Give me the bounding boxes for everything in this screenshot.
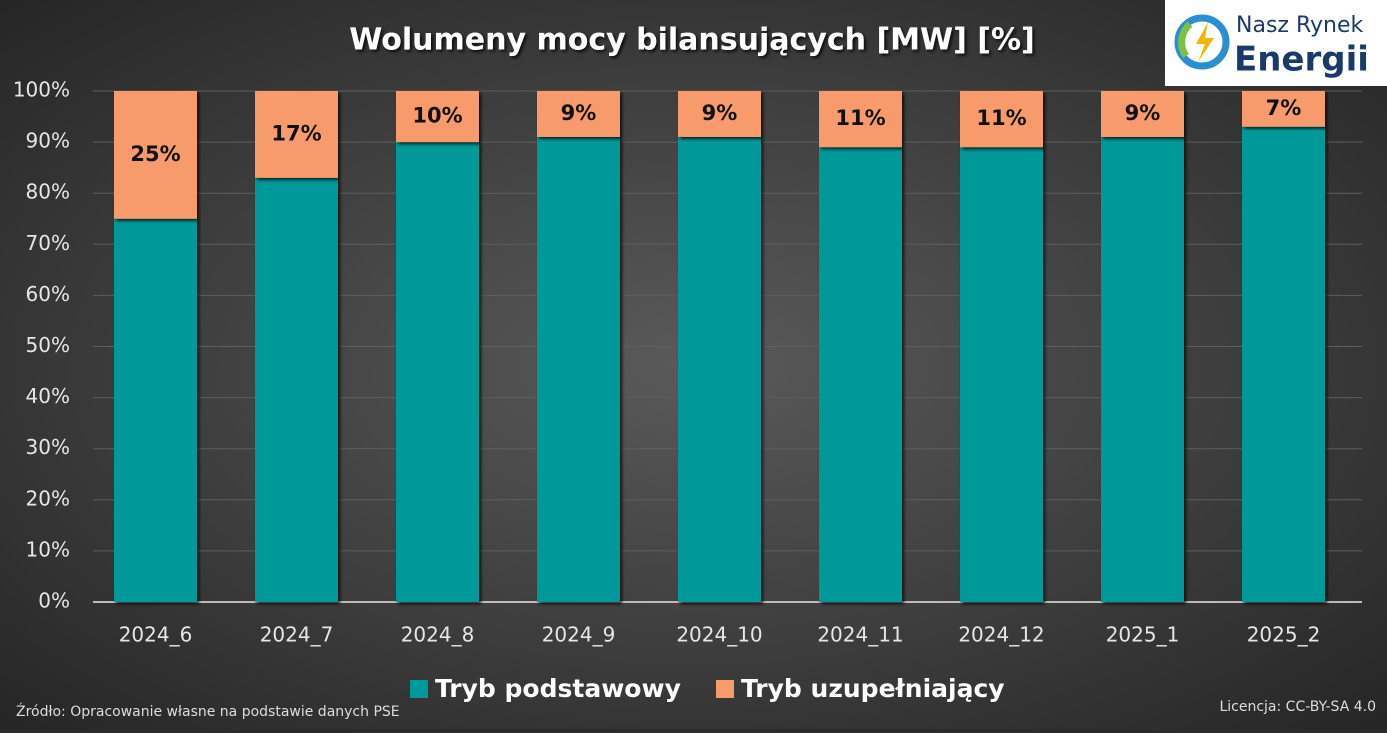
bar-segment [114, 91, 197, 219]
x-tick-label: 2024_10 [676, 623, 762, 647]
bar-segment [1101, 136, 1184, 603]
x-tick-label: 2024_11 [817, 623, 903, 647]
chart-title: Wolumeny mocy bilansujących [MW] [%] [349, 23, 1035, 58]
bar-segment [537, 91, 620, 137]
data-label: 11% [976, 106, 1026, 130]
logo-text: Energii [1234, 40, 1369, 80]
bar-segment [1101, 91, 1184, 137]
y-tick-label: 20% [26, 486, 70, 510]
y-tick-label: 100% [13, 78, 70, 102]
y-tick-label: 50% [26, 333, 70, 357]
y-tick-label: 30% [26, 435, 70, 459]
y-tick-label: 40% [26, 384, 70, 408]
x-tick-label: 2024_8 [401, 623, 475, 647]
legend-swatch [716, 680, 734, 698]
bar-segment [396, 91, 479, 143]
bar-segment [819, 147, 902, 602]
bar-segment [1242, 126, 1325, 603]
y-tick-label: 70% [26, 231, 70, 255]
bar-segment [255, 177, 338, 602]
legend-label: Tryb podstawowy [435, 674, 681, 703]
data-label: 25% [130, 142, 180, 166]
bar-segment [960, 91, 1043, 148]
bar-segment [819, 91, 902, 148]
bar-segment [678, 91, 761, 137]
data-label: 9% [1125, 101, 1161, 125]
data-label: 9% [561, 101, 597, 125]
data-label: 17% [271, 121, 321, 145]
bar-segment [678, 136, 761, 603]
y-tick-label: 80% [26, 180, 70, 204]
bar-segment [960, 147, 1043, 602]
logo-arc [1178, 21, 1193, 59]
data-label: 11% [835, 106, 885, 130]
y-tick-label: 90% [26, 129, 70, 153]
logo-text: Nasz Rynek [1236, 13, 1364, 38]
logo-ring [1174, 14, 1230, 70]
license-note: Licencja: CC-BY-SA 4.0 [1219, 699, 1376, 715]
x-tick-label: 2025_1 [1106, 623, 1180, 647]
bar-segment [537, 136, 620, 603]
x-tick-label: 2024_6 [119, 623, 193, 647]
x-tick-label: 2024_12 [958, 623, 1044, 647]
bar-segment [396, 142, 479, 602]
legend-label: Tryb uzupełniający [741, 674, 1005, 703]
bar-segment [1242, 91, 1325, 127]
data-label: 10% [412, 104, 462, 128]
y-tick-label: 60% [26, 282, 70, 306]
x-tick-label: 2024_9 [542, 623, 616, 647]
y-tick-label: 10% [26, 537, 70, 561]
y-tick-label: 0% [38, 589, 70, 613]
data-label: 7% [1266, 96, 1302, 120]
logo: Nasz Rynek Energii [1165, 0, 1387, 86]
x-tick-label: 2025_2 [1247, 623, 1321, 647]
data-label: 9% [702, 101, 738, 125]
logo-bolt [1196, 22, 1214, 62]
source-note: Źródło: Opracowanie własne na podstawie … [16, 702, 400, 720]
bar-segment [255, 91, 338, 178]
x-tick-label: 2024_7 [260, 623, 334, 647]
bar-segment [114, 218, 197, 602]
legend-swatch [410, 680, 428, 698]
